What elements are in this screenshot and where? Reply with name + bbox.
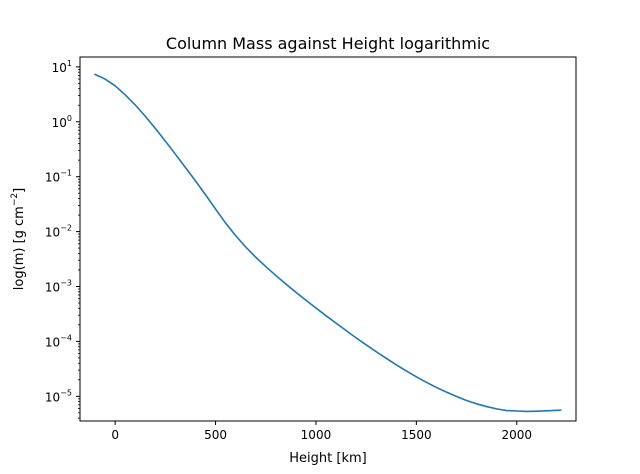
y-tick-label: 101 [52,59,72,75]
x-tick-label: 500 [204,428,227,442]
y-tick-exponent: −4 [60,333,72,342]
y-tick-label: 10−3 [45,278,72,294]
y-tick-exponent: −2 [60,224,72,233]
y-tick-exponent: −3 [60,278,72,287]
y-axis-label-text: log(m) [g cm [12,206,27,290]
y-tick-exponent: 1 [67,59,72,68]
plot-frame [79,56,577,422]
y-tick-exponent: −1 [60,169,72,178]
chart-title: Column Mass against Height logarithmic [166,34,490,53]
y-tick-label: 10−4 [45,333,72,349]
y-tick-base: 10 [52,116,67,130]
y-tick-base: 10 [45,280,60,294]
y-tick-base: 10 [45,171,60,185]
y-tick-label: 10−5 [45,388,72,404]
y-tick-label: 10−2 [45,224,72,240]
plot-area [94,73,562,413]
series-line [94,73,562,413]
y-axis-label-sup: −2 [10,193,20,206]
y-tick-base: 10 [45,390,60,404]
y-tick-exponent: −5 [60,388,72,397]
y-tick-exponent: 0 [67,114,72,123]
y-tick-label: 10−1 [45,169,72,185]
x-tick-label: 2000 [501,428,532,442]
x-tick-label: 0 [111,428,119,442]
y-tick-label: 100 [52,114,72,130]
x-tick-label: 1000 [301,428,332,442]
y-tick-base: 10 [45,226,60,240]
y-tick-base: 10 [52,61,67,75]
x-axis-label: Height [km] [289,451,366,466]
y-axis-label-suffix: ] [12,188,27,193]
y-tick-base: 10 [45,335,60,349]
x-axis-ticks: 0 500 1000 1500 2000 [111,421,532,442]
x-tick-label: 1500 [401,428,432,442]
y-axis-label: log(m) [g cm−2] [10,188,27,290]
